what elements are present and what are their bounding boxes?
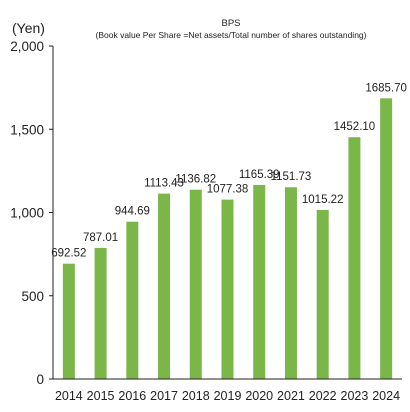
chart-title: BPS (221, 18, 240, 29)
chart-subtitle: (Book value Per Share =Net assets/Total … (96, 30, 367, 40)
bar-2022 (316, 209, 329, 379)
data-label-2016: 944.69 (115, 206, 150, 218)
bar-2019 (221, 199, 234, 379)
x-tick-label-2024: 2024 (372, 389, 400, 403)
y-axis-ticks: 0 500 1,000 1,500 2,000 (10, 39, 53, 387)
data-label-2015: 787.01 (83, 232, 118, 244)
bar-2021 (284, 187, 297, 379)
data-label-2018: 1136.82 (175, 174, 216, 186)
data-label-2017: 1113.43 (144, 178, 184, 190)
x-axis-ticks: 2014 2015 2016 2017 2018 2019 2020 2021 2022 2023… (55, 389, 400, 403)
x-tick-label-2017: 2017 (150, 389, 178, 403)
bar-2017 (158, 193, 171, 379)
x-tick-label-2019: 2019 (214, 389, 242, 403)
y-tick-label: 500 (21, 289, 44, 304)
data-label-2021: 1151.73 (271, 171, 312, 183)
bar-2014 (62, 263, 75, 379)
bar-2016 (126, 221, 139, 379)
bar-2018 (189, 189, 202, 379)
x-tick-label-2015: 2015 (87, 389, 115, 403)
data-label-2020: 1165.39 (239, 169, 280, 181)
bars-group (62, 98, 393, 380)
x-tick-label-2014: 2014 (55, 389, 83, 403)
x-tick-label-2020: 2020 (245, 389, 273, 403)
y-tick-label: 0 (36, 372, 44, 387)
data-label-2023: 1452.10 (334, 121, 376, 133)
bar-2024 (380, 98, 393, 380)
data-label-2014: 692.52 (51, 248, 86, 260)
x-tick-label-2021: 2021 (277, 389, 305, 403)
bar-2020 (253, 184, 266, 379)
data-label-2019: 1077.38 (207, 184, 249, 196)
data-label-2024: 1685.70 (365, 82, 407, 94)
x-tick-label-2022: 2022 (309, 389, 337, 403)
x-tick-label-2016: 2016 (118, 389, 146, 403)
y-tick-label: 1,000 (10, 206, 44, 221)
data-label-2022: 1015.22 (302, 194, 344, 206)
bar-2015 (94, 247, 107, 379)
bar-2023 (348, 137, 361, 379)
y-tick-label: 1,500 (10, 122, 44, 137)
x-tick-label-2018: 2018 (182, 389, 210, 403)
y-axis-unit-label: (Yen) (12, 20, 45, 36)
x-tick-label-2023: 2023 (341, 389, 369, 403)
y-tick-label: 2,000 (10, 39, 44, 54)
